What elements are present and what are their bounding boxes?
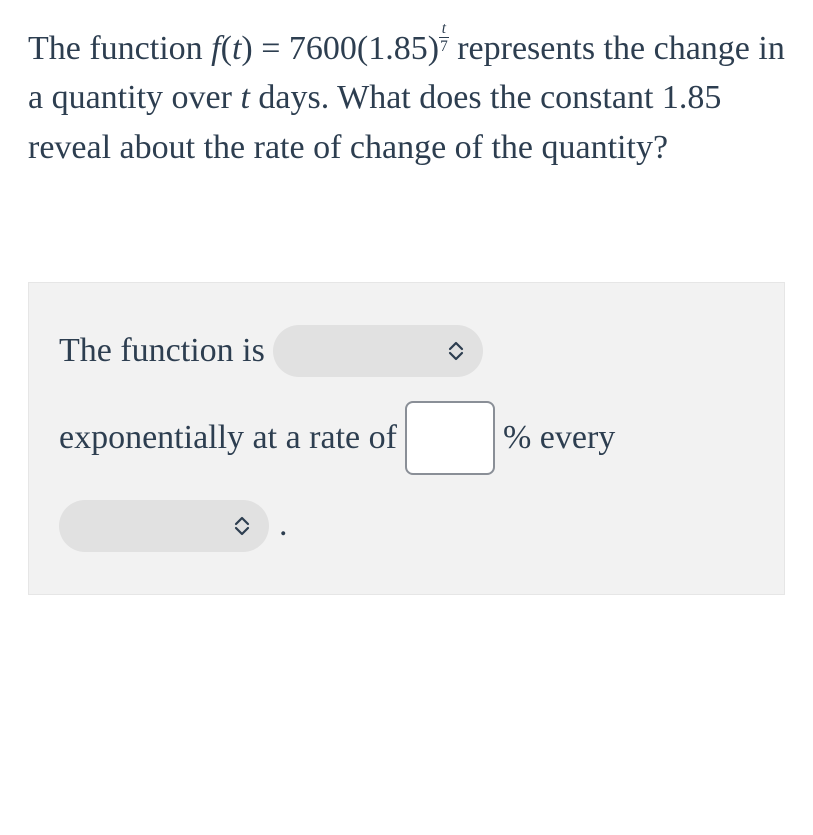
question-prefix: The function	[28, 30, 211, 67]
answer-line-3: .	[59, 493, 754, 558]
chevron-updown-icon	[447, 341, 465, 361]
growth-type-dropdown[interactable]	[273, 325, 483, 377]
answer-box: The function is exponentially at a rate …	[28, 282, 785, 595]
variable-t: t	[240, 79, 249, 116]
function-expression: f(t) = 7600(1.85)t7	[211, 30, 449, 67]
time-unit-dropdown[interactable]	[59, 500, 269, 552]
answer-line1-prefix: The function is	[59, 319, 265, 384]
exponent-fraction: t7	[439, 21, 449, 55]
answer-period: .	[279, 493, 288, 558]
question-text: The function f(t) = 7600(1.85)t7 represe…	[28, 24, 785, 172]
rate-input[interactable]	[405, 401, 495, 475]
answer-line-1: The function is	[59, 319, 754, 384]
answer-line2-prefix: exponentially at a rate of	[59, 406, 397, 471]
answer-line2-suffix: % every	[503, 406, 615, 471]
chevron-updown-icon	[233, 516, 251, 536]
answer-line-2: exponentially at a rate of % every	[59, 401, 754, 475]
